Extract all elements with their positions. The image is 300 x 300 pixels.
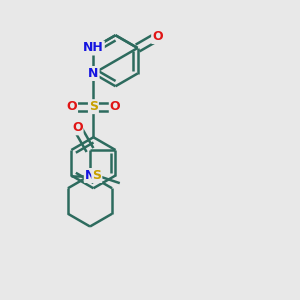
Text: O: O: [110, 100, 120, 113]
Text: S: S: [89, 100, 98, 113]
Text: O: O: [152, 30, 163, 43]
Text: NH: NH: [83, 41, 104, 55]
Text: S: S: [92, 169, 101, 182]
Text: N: N: [85, 169, 95, 182]
Text: N: N: [88, 67, 99, 80]
Text: O: O: [72, 121, 83, 134]
Text: O: O: [66, 100, 77, 113]
